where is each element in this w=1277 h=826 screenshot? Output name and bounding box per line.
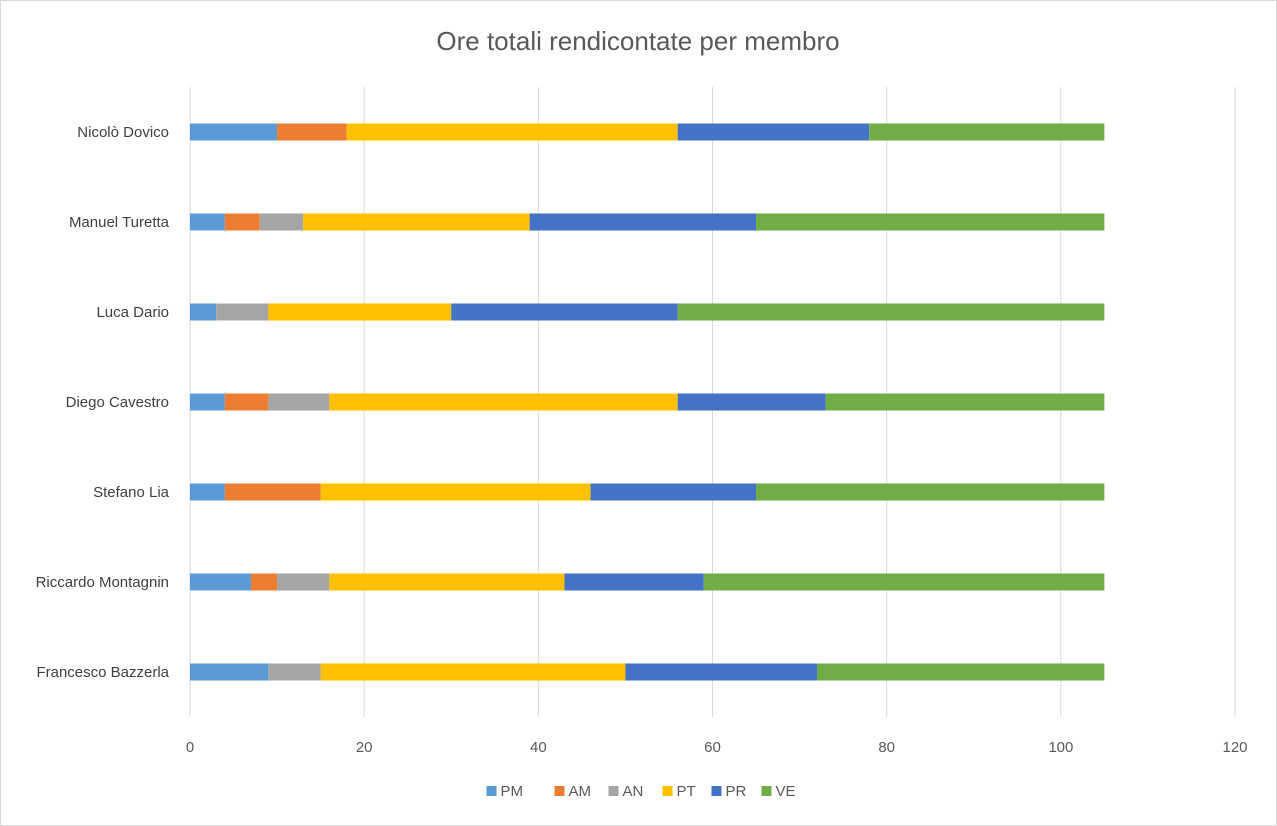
x-tick-label: 80 xyxy=(878,739,895,756)
bar-pm-2 xyxy=(190,483,225,501)
legend-label: AN xyxy=(623,783,644,800)
bar-ve-0 xyxy=(817,663,1105,681)
bar-pm-3 xyxy=(190,393,225,411)
bar-am-2 xyxy=(224,483,321,501)
bar-an-1 xyxy=(277,573,330,591)
bar-pr-4 xyxy=(451,303,678,321)
bar-an-0 xyxy=(268,663,321,681)
category-label: Stefano Lia xyxy=(93,484,170,501)
legend: PM AM AN PT PR VE xyxy=(486,783,796,800)
bar-am-5 xyxy=(224,213,260,231)
bar-ve-6 xyxy=(869,123,1105,141)
bar-ve-4 xyxy=(677,303,1105,321)
bar-pr-6 xyxy=(677,123,870,141)
legend-label: AM xyxy=(569,783,592,800)
bar-pt-6 xyxy=(346,123,678,141)
legend-swatch-am xyxy=(554,786,565,796)
bar-pt-4 xyxy=(268,303,452,321)
legend-label: PM xyxy=(501,783,524,800)
legend-label: PR xyxy=(726,783,747,800)
bar-pt-1 xyxy=(329,573,565,591)
bar-pt-3 xyxy=(329,393,678,411)
bar-pm-0 xyxy=(190,663,269,681)
bar-am-6 xyxy=(277,123,347,141)
bar-pr-1 xyxy=(564,573,704,591)
category-label: Manuel Turetta xyxy=(69,214,170,231)
bar-am-1 xyxy=(250,573,278,591)
legend-label: PT xyxy=(677,783,696,800)
x-axis-ticks: 0 20 40 60 80 100 120 xyxy=(186,739,1248,756)
bar-pr-0 xyxy=(625,663,817,681)
bar-ve-3 xyxy=(825,393,1105,411)
x-tick-label: 20 xyxy=(356,739,373,756)
x-tick-label: 120 xyxy=(1222,739,1247,756)
bar-ve-1 xyxy=(703,573,1105,591)
bar-ve-2 xyxy=(756,483,1105,501)
bar-pm-6 xyxy=(190,123,278,141)
bars xyxy=(190,123,1105,681)
legend-swatch-pm xyxy=(486,786,497,796)
bar-pt-0 xyxy=(320,663,626,681)
bar-pm-5 xyxy=(190,213,225,231)
bar-pr-5 xyxy=(529,213,757,231)
category-label: Nicolò Dovico xyxy=(77,124,169,141)
category-label: Riccardo Montagnin xyxy=(36,574,169,591)
legend-label: VE xyxy=(776,783,796,800)
bar-an-5 xyxy=(259,213,304,231)
bar-pm-1 xyxy=(190,573,251,591)
category-label: Diego Cavestro xyxy=(66,394,169,411)
bar-an-3 xyxy=(268,393,330,411)
bar-pr-2 xyxy=(590,483,757,501)
legend-swatch-ve xyxy=(761,786,772,796)
category-label: Francesco Bazzerla xyxy=(36,664,169,681)
bar-pm-4 xyxy=(190,303,217,321)
bar-pt-2 xyxy=(320,483,591,501)
x-tick-label: 40 xyxy=(530,739,547,756)
bar-ve-5 xyxy=(756,213,1105,231)
legend-swatch-pt xyxy=(662,786,673,796)
legend-swatch-an xyxy=(608,786,619,796)
chart-title: Ore totali rendicontate per membro xyxy=(436,26,839,56)
category-label: Luca Dario xyxy=(96,304,169,321)
bar-pt-5 xyxy=(303,213,530,231)
bar-am-3 xyxy=(224,393,269,411)
bar-pr-3 xyxy=(677,393,826,411)
x-tick-label: 0 xyxy=(186,739,194,756)
bar-an-4 xyxy=(216,303,269,321)
legend-swatch-pr xyxy=(711,786,722,796)
x-tick-label: 60 xyxy=(704,739,721,756)
y-axis-categories: Francesco Bazzerla Riccardo Montagnin Stef… xyxy=(36,124,170,681)
x-tick-label: 100 xyxy=(1048,739,1073,756)
